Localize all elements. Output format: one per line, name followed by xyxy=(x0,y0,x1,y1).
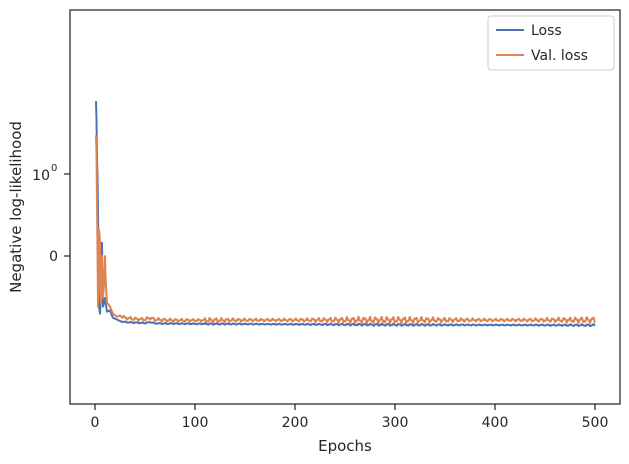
x-tick-label: 200 xyxy=(282,415,309,431)
y-axis-label: Negative log-likelihood xyxy=(7,121,25,293)
plot-frame xyxy=(69,9,621,405)
x-tick-label: 400 xyxy=(482,415,509,431)
series-layer xyxy=(95,101,596,328)
y-axis: 0 10 0 xyxy=(32,163,70,265)
y-tick-label-one-exponent: 0 xyxy=(51,163,57,174)
y-tick-label-zero: 0 xyxy=(49,249,58,265)
x-axis-label: Epochs xyxy=(318,437,372,455)
x-tick-label: 0 xyxy=(91,415,100,431)
legend: Loss Val. loss xyxy=(487,15,615,71)
y-tick-label-one: 10 xyxy=(32,168,50,184)
x-tick-label: 100 xyxy=(182,415,209,431)
legend-label-loss: Loss xyxy=(531,23,562,39)
series-line-loss xyxy=(95,101,596,328)
x-axis: 0 100 200 300 400 500 xyxy=(91,404,609,431)
x-tick-label: 300 xyxy=(382,415,409,431)
legend-label-val-loss: Val. loss xyxy=(531,48,588,64)
x-tick-label: 500 xyxy=(582,415,609,431)
series-line-val-loss xyxy=(95,135,596,325)
plot-background xyxy=(70,10,620,404)
